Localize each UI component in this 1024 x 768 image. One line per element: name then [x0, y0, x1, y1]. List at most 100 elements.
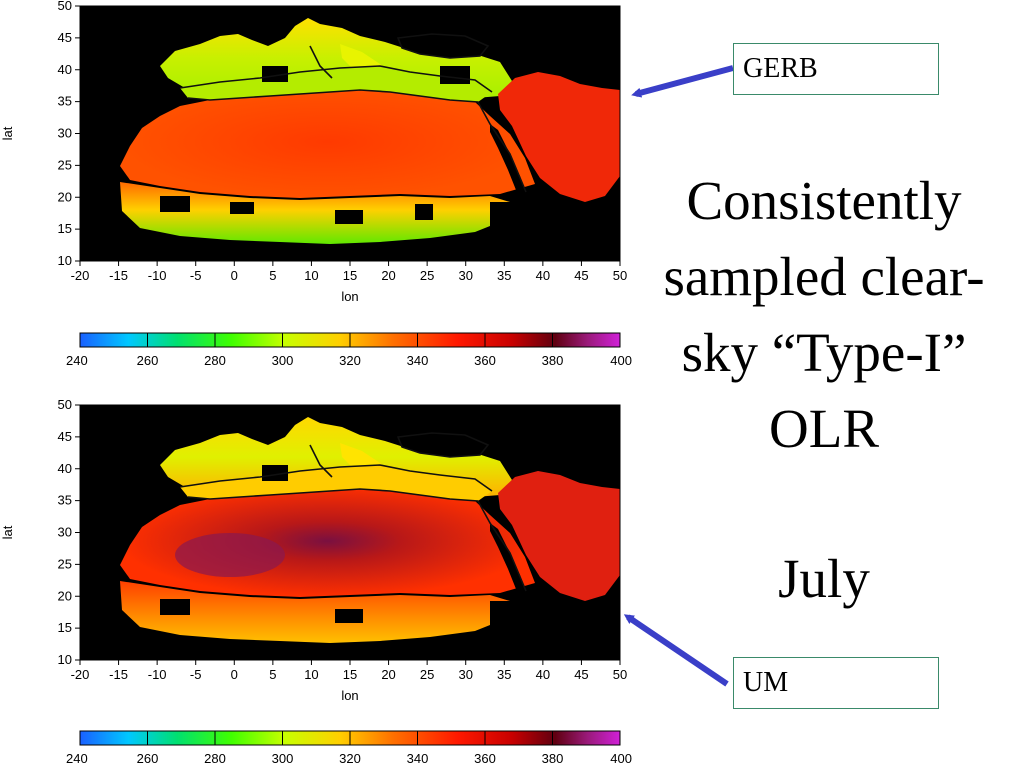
y-tick-label: 35 [58, 493, 72, 508]
x-axis-label: lon [341, 688, 358, 703]
x-tick-label: -10 [148, 268, 167, 283]
colorbar-tick-label: 300 [272, 751, 294, 766]
arabia-land [498, 72, 620, 202]
colorbar-tick-label: 340 [407, 751, 429, 766]
x-tick-label: 10 [304, 268, 318, 283]
cloud-patch [262, 66, 288, 82]
colorbar-tick-label: 360 [474, 353, 496, 368]
red-sea [490, 523, 526, 591]
coastline [179, 65, 493, 93]
x-tick-label: 50 [613, 268, 627, 283]
cloud-patch [230, 202, 254, 214]
coastline [309, 444, 333, 478]
colorbar-tick-label: 400 [610, 353, 632, 368]
y-tick-label: 10 [58, 253, 72, 268]
gerb-olr-map [80, 6, 620, 261]
headline-line-2: sampled clear- [663, 246, 985, 307]
headline-line-3: sky “Type-I” [681, 322, 967, 383]
colorbar-tick-label: 240 [66, 353, 88, 368]
y-axis-label: lat [0, 525, 15, 539]
coastline [309, 45, 333, 79]
coastline [396, 432, 490, 458]
x-tick-label: 45 [574, 268, 588, 283]
cloud-patch [490, 601, 532, 631]
x-tick-label: 40 [536, 268, 550, 283]
y-tick-label: 45 [58, 429, 72, 444]
y-tick-label: 45 [58, 30, 72, 45]
x-tick-label: -10 [148, 667, 167, 682]
gerb-arrow [631, 65, 734, 98]
y-tick-label: 35 [58, 94, 72, 109]
y-tick-label: 50 [58, 397, 72, 412]
x-tick-label: 20 [381, 268, 395, 283]
sahel-band [120, 581, 510, 643]
red-sea [490, 124, 526, 192]
axes-um: -20 -15 -10 -5 0 5 10 15 20 25 30 35 40 45 50 10 15 20 25 3… [0, 397, 627, 703]
um-olr-map [80, 405, 620, 660]
y-tick-label: 50 [58, 0, 72, 13]
x-tick-label: -5 [190, 667, 202, 682]
x-tick-label: -15 [109, 268, 128, 283]
coastline [187, 488, 527, 592]
x-tick-label: 15 [343, 667, 357, 682]
colorbar-tick-label: 320 [339, 751, 361, 766]
coastlines [179, 432, 527, 592]
black-sea [398, 34, 488, 58]
x-tick-label: 50 [613, 667, 627, 682]
x-tick-label: 5 [269, 667, 276, 682]
colorbar-gerb: 240 260 280 300 320 340 360 380 400 [66, 332, 632, 368]
y-tick-label: 15 [58, 221, 72, 236]
y-tick-label: 25 [58, 556, 72, 571]
coastline [179, 464, 493, 492]
x-tick-label: 35 [497, 268, 511, 283]
colorbar-tick-label: 380 [542, 751, 564, 766]
cloud-patch [160, 599, 190, 615]
y-tick-label: 30 [58, 525, 72, 540]
x-tick-label: 25 [420, 667, 434, 682]
colorbar-tick-label: 240 [66, 751, 88, 766]
headline-line-4: OLR [769, 398, 879, 459]
colorbar-tick-label: 280 [204, 751, 226, 766]
mediterranean-sea [180, 66, 492, 102]
x-tick-label: 30 [458, 268, 472, 283]
gerb-callout: GERB [733, 43, 939, 95]
x-tick-label: 30 [458, 667, 472, 682]
coastline [187, 89, 527, 193]
x-tick-label: 40 [536, 667, 550, 682]
x-tick-label: 45 [574, 667, 588, 682]
x-tick-label: -5 [190, 268, 202, 283]
cloud-patch [490, 202, 532, 232]
western-sahara-hotspot [175, 533, 285, 577]
x-tick-label: -20 [71, 268, 90, 283]
x-tick-label: 35 [497, 667, 511, 682]
headline-line-1: Consistently [686, 170, 962, 231]
cloud-mask-patches [160, 66, 532, 232]
y-tick-label: 30 [58, 126, 72, 141]
colorbar-tick-label: 320 [339, 353, 361, 368]
colorbar-tick-label: 280 [204, 353, 226, 368]
cloud-patch [415, 204, 433, 220]
colorbar-tick-label: 360 [474, 751, 496, 766]
y-tick-label: 15 [58, 620, 72, 635]
colorbar-tick-label: 400 [610, 751, 632, 766]
coastline [396, 33, 490, 59]
sahel-band [120, 182, 510, 244]
y-tick-label: 20 [58, 189, 72, 204]
x-tick-label: 20 [381, 667, 395, 682]
y-tick-label: 40 [58, 62, 72, 77]
x-tick-label: 25 [420, 268, 434, 283]
colorbar-tick-label: 380 [542, 353, 564, 368]
colorbar-um: 240 260 280 300 320 340 360 380 400 [66, 730, 632, 766]
x-tick-label: -15 [109, 667, 128, 682]
x-tick-label: -20 [71, 667, 90, 682]
x-axis-label: lon [341, 289, 358, 304]
cloud-patch [335, 210, 363, 224]
cloud-mask-patches [160, 465, 532, 631]
um-arrow [623, 614, 729, 687]
x-tick-label: 0 [231, 667, 238, 682]
colorbar-tick-label: 340 [407, 353, 429, 368]
axes-layer: -20 -15 -10 -5 0 5 10 15 20 25 30 35 40 45 50 10 15 20 25 3… [0, 0, 627, 703]
cloud-patch [335, 609, 363, 623]
